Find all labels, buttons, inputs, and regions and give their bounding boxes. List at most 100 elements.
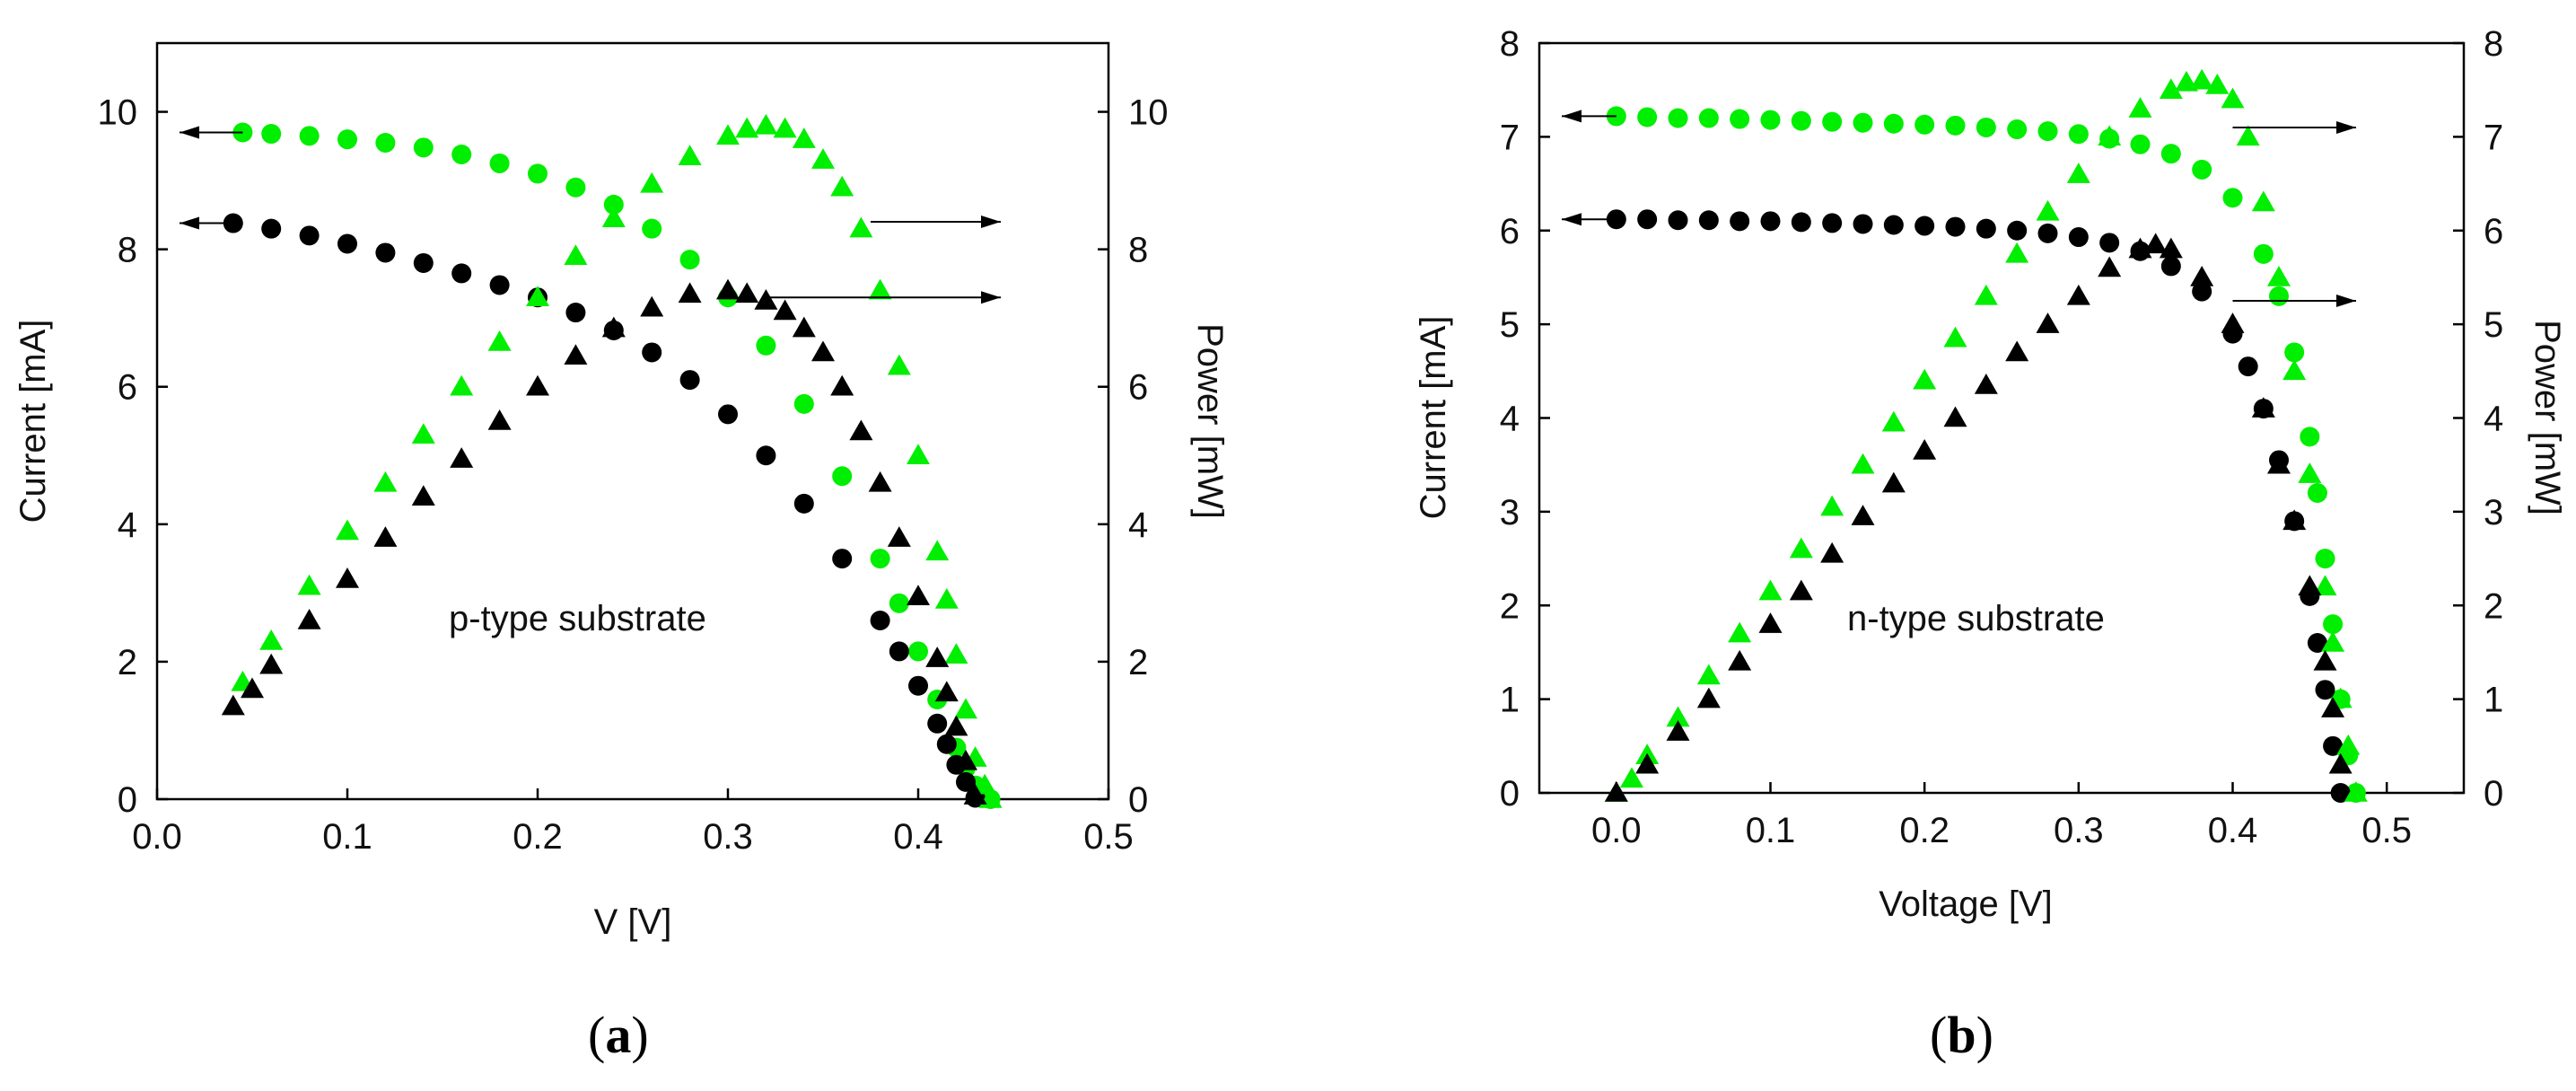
panel-b-y-right-tick-label: 4	[2484, 400, 2503, 439]
panel-b-y-left-tick-label: 2	[1500, 586, 1520, 626]
panel-a-y-left-tick-label: 6	[118, 368, 137, 408]
panel-a-data-point	[868, 471, 892, 492]
panel-b-data-point	[1604, 781, 1628, 802]
panel-a-data-point	[934, 588, 959, 609]
panel-b-data-point	[1758, 612, 1783, 633]
panel-b-data-point	[2238, 356, 2258, 377]
panel-b-data-point	[2321, 697, 2345, 717]
panel-b-data-point	[1730, 109, 1750, 129]
panel-b-data-point	[1696, 687, 1721, 708]
panel-b-data-point	[1791, 212, 1811, 233]
panel-b-data-point	[2159, 237, 2183, 259]
panel-a-data-point	[679, 370, 700, 391]
panel-b-data-point	[1668, 210, 1688, 231]
panel-a-data-point	[413, 252, 434, 273]
panel-a-data-point	[603, 194, 624, 215]
panel-b-data-point	[2068, 124, 2089, 145]
panel-a-data-point	[221, 694, 245, 716]
panel-a-y-ticks-right: 0 2 4 6 8 10	[1098, 93, 1169, 820]
panel-a-letter: a	[605, 1006, 631, 1064]
panel-b-data-point	[1853, 112, 1873, 133]
panel-b-y-left-tick-label: 3	[1500, 493, 1520, 532]
panel-a-data-point	[337, 129, 357, 150]
panel-b-data-point	[2315, 549, 2335, 569]
panel-a-x-tick-label: 0.2	[513, 817, 563, 857]
panel-b-y-right-tick-label: 3	[2484, 493, 2503, 532]
panel-b-data-point	[2267, 453, 2291, 474]
panel-b-x-tick-label: 0.5	[2361, 811, 2412, 850]
panel-b-x-tick-label: 0.1	[1746, 811, 1796, 850]
panel-a-x-axis-label: V [V]	[594, 902, 672, 942]
panel-b-data-point	[2190, 265, 2214, 286]
panel-b-data-point	[1853, 214, 1873, 234]
panel-b-data-point	[2298, 462, 2322, 483]
panel-b-data-point	[1620, 767, 1643, 788]
panel-b-data-point	[1913, 439, 1937, 460]
panel-b-arrow-head	[1562, 110, 1582, 123]
panel-b-data-point	[1851, 505, 1875, 525]
panel-a-data-point	[259, 653, 284, 674]
panel-b-data-point	[1637, 209, 1658, 230]
panel-b-data-point	[1698, 108, 1719, 128]
panel-a-data-point	[297, 608, 321, 629]
panel-a-data-point	[451, 263, 472, 284]
panel-a-annotation: p-type substrate	[449, 599, 706, 638]
panel-b-data-point	[2313, 575, 2337, 596]
panel-a-y-right-tick-label: 6	[1128, 368, 1148, 408]
panel-a-y-right-tick-label: 8	[1128, 231, 1148, 270]
panel-b-x-axis-label: Voltage [V]	[1879, 884, 2052, 924]
panel-a-x-tick-label: 0.5	[1083, 817, 1134, 857]
panel-b-data-point	[2128, 97, 2152, 118]
panel-b-data-point	[2005, 340, 2029, 362]
panel-a-data-point	[678, 282, 702, 304]
panel-b-y-left-tick-label: 1	[1500, 681, 1520, 720]
panel-b-data-point	[2307, 633, 2327, 653]
panel-a-data-point	[870, 549, 890, 569]
panel-b-data-point	[1883, 113, 1904, 134]
panel-a-data-point	[793, 493, 814, 514]
panel-a-data-point	[870, 610, 890, 630]
panel-b-y-left-tick-label: 5	[1500, 305, 1520, 345]
panel-a-data-point	[908, 675, 928, 696]
panel-b-data-point	[2222, 188, 2243, 208]
panel-a-data-point	[336, 519, 359, 541]
panel-a-y-left-tick-label: 10	[98, 93, 138, 133]
panel-a-data-point	[887, 354, 911, 375]
panel-a-y-left-tick-label: 0	[118, 780, 137, 820]
panel-a-arrow-head	[981, 291, 1001, 304]
panel-b-data-point	[2068, 227, 2089, 248]
panel-a-data-point	[889, 641, 909, 662]
panel-a-data-point	[927, 713, 948, 734]
panel-b-data-point	[1851, 453, 1875, 474]
panel-b-data-point	[1822, 111, 1843, 132]
panel-a-y-right-tick-label: 10	[1128, 93, 1169, 133]
panel-a-data-point	[956, 771, 976, 792]
panel-b-data-point	[1974, 284, 1998, 305]
panel-a-data-point	[487, 330, 512, 351]
panel-a-data-point	[413, 137, 434, 158]
panel-b-arrow-head	[2336, 120, 2356, 134]
panel-a-data-point	[735, 282, 759, 304]
panel-b-data-point	[1789, 537, 1813, 559]
panel-b-data-point	[2328, 752, 2353, 774]
panel-b-y-right-tick-label: 0	[2484, 774, 2503, 814]
panel-b-label: (b)	[1930, 1006, 1993, 1064]
panel-a-y-axis-label-right: Power [mW]	[1190, 323, 1230, 519]
panel-a-x-tick-label: 0.4	[893, 817, 943, 857]
panel-b-data-point	[2315, 680, 2335, 700]
panel-b-data-point	[1666, 720, 1690, 741]
panel-a-data-point	[336, 567, 359, 588]
panel-b-data-point	[2323, 735, 2344, 756]
panel-b-x-tick-label: 0.2	[1899, 811, 1950, 850]
panel-a-data-point	[954, 698, 977, 719]
panel-a-data-point	[792, 316, 816, 338]
panel-b-data-point	[1728, 649, 1752, 671]
panel-b-data-point	[2143, 233, 2168, 254]
panel-a-data-point	[773, 299, 797, 321]
panel-a-data-point	[489, 275, 510, 295]
panel-a-chart: 0.0 0.1 0.2 0.3 0.4 0.5 0 2 4 6 8 10 0 2 4 6 8 10 V [V]…	[13, 41, 1230, 1064]
panel-b-data-point	[1635, 752, 1660, 774]
panel-b-data-point	[2251, 190, 2275, 212]
panel-b-data-point	[2282, 359, 2307, 381]
